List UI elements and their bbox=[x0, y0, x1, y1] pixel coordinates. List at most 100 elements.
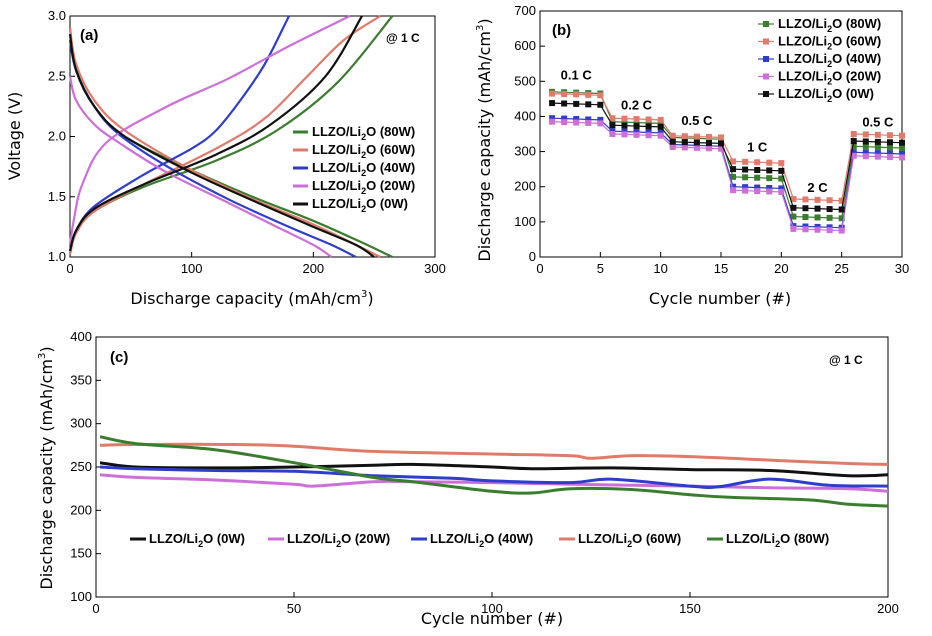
rate-point bbox=[730, 166, 737, 173]
y-tick-label: 1.5 bbox=[48, 189, 66, 204]
rate-point bbox=[778, 160, 785, 167]
rate-point bbox=[838, 227, 845, 234]
rate-point bbox=[669, 144, 676, 151]
legend-label: LLZO/Li2O (0W) bbox=[778, 86, 874, 104]
x-tick-label: 150 bbox=[679, 601, 701, 616]
x-tick-label: 30 bbox=[895, 261, 909, 276]
rate-point bbox=[838, 197, 845, 204]
x-tick-label: 0 bbox=[66, 261, 73, 276]
x-tick-label: 100 bbox=[181, 261, 203, 276]
legend-label: LLZO/Li2O (80W) bbox=[312, 124, 415, 142]
rate-point bbox=[899, 144, 905, 151]
y-tick-label: 300 bbox=[514, 144, 536, 159]
legend-label: LLZO/Li2O (20W) bbox=[312, 178, 415, 196]
rate-point bbox=[669, 138, 676, 145]
discharge-curve-4 bbox=[68, 33, 375, 258]
cycle-curve-3 bbox=[99, 442, 889, 466]
rate-point bbox=[814, 196, 821, 203]
rate-point bbox=[790, 204, 797, 211]
y-tick-label: 3.0 bbox=[48, 8, 66, 23]
rate-point bbox=[549, 115, 556, 122]
rate-point bbox=[826, 197, 833, 204]
rate-point bbox=[573, 116, 580, 123]
rate-point bbox=[718, 145, 724, 152]
rate-point bbox=[718, 140, 724, 147]
rate-point bbox=[766, 159, 773, 166]
y-tick-label: 400 bbox=[514, 108, 536, 123]
rate-point bbox=[778, 188, 785, 195]
rate-point bbox=[802, 196, 809, 203]
rate-point bbox=[802, 205, 809, 212]
rate-point bbox=[778, 175, 785, 182]
rate-point bbox=[862, 153, 869, 160]
rate-point bbox=[718, 134, 724, 141]
rate-point bbox=[705, 134, 712, 141]
rate-point bbox=[754, 159, 761, 166]
legend-label: LLZO/Li2O (20W) bbox=[287, 531, 390, 549]
legend-label: LLZO/Li2O (0W) bbox=[149, 531, 245, 549]
rate-point bbox=[742, 184, 749, 191]
rate-point bbox=[693, 133, 700, 140]
rate-point bbox=[766, 167, 773, 174]
legend-swatch-marker bbox=[763, 91, 769, 97]
legend-label: LLZO/Li2O (60W) bbox=[778, 34, 881, 52]
x-tick-label: 50 bbox=[287, 601, 301, 616]
rate-point bbox=[838, 206, 845, 213]
x-tick-label: 300 bbox=[424, 261, 446, 276]
panel-b-ylabel: Discharge capacity (mAh/cm3) bbox=[475, 18, 494, 261]
charge-curve-1 bbox=[68, 15, 381, 255]
rate-point bbox=[681, 139, 688, 146]
panel-a-xlabel: Discharge capacity (mAh/cm3) bbox=[130, 289, 373, 308]
x-tick-label: 5 bbox=[597, 261, 604, 276]
rate-point bbox=[850, 152, 857, 159]
x-tick-label: 200 bbox=[877, 601, 899, 616]
rate-point bbox=[802, 214, 809, 221]
rate-point bbox=[669, 132, 676, 139]
x-tick-label: 200 bbox=[302, 261, 324, 276]
rate-point bbox=[621, 115, 628, 122]
legend-label: LLZO/Li2O (40W) bbox=[430, 531, 533, 549]
rate-point bbox=[730, 187, 737, 194]
rate-point bbox=[681, 144, 688, 151]
rate-point bbox=[754, 188, 761, 195]
rate-point bbox=[814, 226, 821, 233]
rate-point bbox=[657, 116, 664, 123]
rate-point bbox=[573, 100, 580, 107]
legend-swatch-marker bbox=[763, 38, 769, 45]
x-tick-label: 25 bbox=[834, 261, 848, 276]
rate-point bbox=[585, 101, 592, 108]
rate-label: 0.5 C bbox=[681, 113, 713, 128]
rate-point bbox=[621, 122, 628, 129]
rate-point bbox=[742, 174, 749, 181]
y-tick-label: 250 bbox=[70, 459, 92, 474]
legend-swatch-marker bbox=[763, 73, 769, 80]
rate-point bbox=[633, 116, 640, 123]
rate-point bbox=[754, 184, 761, 191]
rate-point bbox=[597, 120, 604, 127]
rate-point bbox=[621, 131, 628, 138]
panel-c-annotation: @ 1 C bbox=[829, 353, 863, 367]
rate-point bbox=[886, 154, 893, 161]
rate-point bbox=[609, 115, 616, 122]
rate-label: 0.5 C bbox=[862, 114, 894, 129]
cycle-curve-1 bbox=[99, 473, 889, 493]
cycle-curve-4 bbox=[99, 435, 889, 508]
rate-point bbox=[561, 100, 568, 107]
y-tick-label: 600 bbox=[514, 38, 536, 53]
rate-point bbox=[561, 119, 568, 126]
rate-point bbox=[886, 150, 893, 157]
rate-point bbox=[886, 144, 893, 151]
cycle-curve-0 bbox=[99, 461, 889, 478]
x-tick-label: 0 bbox=[536, 261, 543, 276]
rate-point bbox=[730, 173, 737, 180]
panel-c: 0 50 100 150 200 100 150 200 250 300 350 400 (c) @ … bbox=[37, 329, 899, 628]
rate-point bbox=[705, 139, 712, 146]
rate-point bbox=[778, 185, 785, 192]
y-tick-label: 500 bbox=[514, 73, 536, 88]
rate-point bbox=[621, 119, 628, 126]
legend-label: LLZO/Li2O (40W) bbox=[778, 51, 881, 69]
rate-point bbox=[742, 166, 749, 173]
panel-a-label: (a) bbox=[80, 27, 98, 44]
legend-swatch-marker bbox=[763, 56, 769, 62]
rate-point bbox=[899, 139, 905, 146]
